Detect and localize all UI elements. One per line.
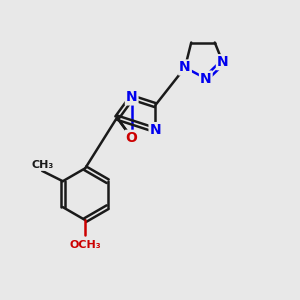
- Text: O: O: [126, 131, 138, 145]
- Text: N: N: [126, 90, 137, 104]
- Text: N: N: [200, 71, 212, 85]
- Text: CH₃: CH₃: [31, 160, 53, 170]
- Text: N: N: [217, 55, 229, 69]
- Text: N: N: [179, 61, 191, 74]
- Text: N: N: [150, 123, 161, 137]
- Text: OCH₃: OCH₃: [69, 240, 101, 250]
